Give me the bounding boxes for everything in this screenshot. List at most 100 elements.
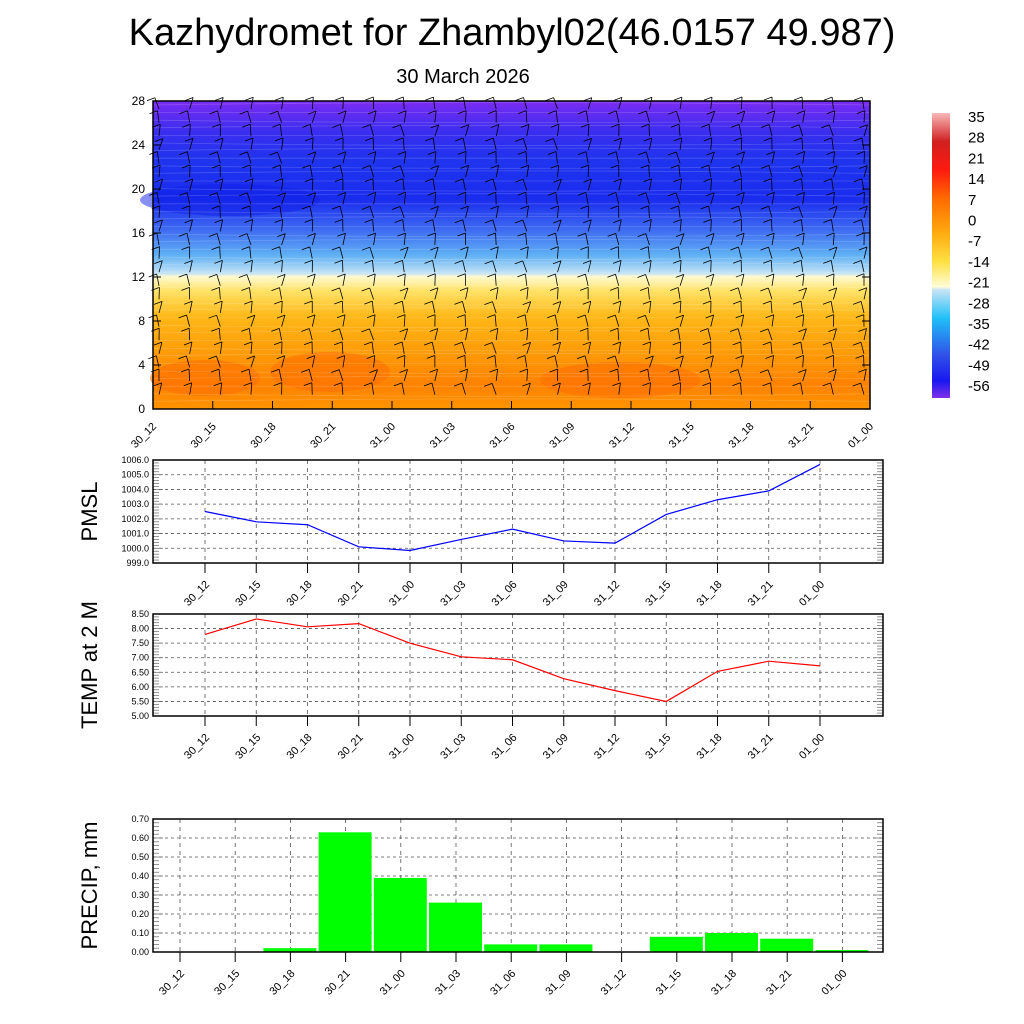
wind-barb-flag — [154, 260, 163, 265]
wind-barb-flag — [211, 327, 220, 332]
y-tick-label: 0.00 — [131, 947, 149, 957]
wind-barb-flag — [520, 205, 529, 210]
wind-barb — [830, 341, 834, 354]
wind-barb — [614, 315, 620, 327]
wind-barb-flag — [273, 341, 283, 346]
wind-barb-flag — [795, 355, 804, 359]
wind-barb — [798, 247, 804, 259]
wind-barb-flag — [240, 368, 250, 373]
wind-barb-flag — [858, 328, 867, 332]
wind-barb — [587, 382, 591, 395]
x-tick-label: 31_15 — [643, 579, 673, 609]
wind-barb-flag — [552, 260, 562, 265]
wind-barb-flag — [856, 151, 865, 155]
y-tick-label: 28 — [132, 94, 146, 108]
wind-barb-flag — [669, 368, 678, 373]
wind-barb — [557, 301, 562, 314]
wind-barb-flag — [517, 191, 526, 196]
wind-barb — [863, 246, 868, 259]
wind-barb — [465, 206, 469, 218]
wind-barb — [741, 273, 745, 286]
precip-bar — [705, 933, 758, 952]
wind-barb-flag — [485, 137, 494, 142]
wind-barb-flag — [335, 96, 344, 101]
wind-barb — [219, 219, 223, 232]
wind-barb — [279, 165, 283, 178]
warm-region — [150, 360, 260, 396]
x-tick-label: 01_00 — [846, 421, 876, 451]
wind-barb-flag — [184, 178, 193, 183]
wind-barb-flag — [460, 205, 469, 210]
wind-barb-flag — [427, 232, 436, 237]
wind-barb — [585, 192, 589, 205]
x-tick-label: 01_00 — [797, 732, 827, 762]
wind-barb-flag — [675, 314, 684, 319]
wind-barb-flag — [361, 246, 370, 251]
wind-barb-flag — [303, 341, 313, 346]
wind-barb — [526, 328, 529, 341]
wind-barb — [740, 382, 742, 395]
wind-barb-flag — [154, 178, 163, 183]
wind-barb-flag — [301, 287, 310, 292]
wind-barb — [861, 97, 865, 110]
wind-barb-flag — [702, 382, 711, 386]
wind-barb — [798, 165, 804, 178]
wind-barb-flag — [301, 205, 311, 210]
wind-barb-flag — [426, 355, 436, 359]
wind-barb — [158, 382, 163, 395]
wind-barb — [156, 151, 160, 164]
wind-barb-flag — [706, 192, 715, 197]
wind-barb-flag — [858, 287, 867, 292]
wind-barb — [281, 178, 284, 191]
wind-barb — [615, 192, 620, 205]
wind-barb-flag — [243, 382, 252, 387]
wind-barb-flag — [487, 273, 496, 278]
wind-barb-flag — [301, 246, 310, 251]
wind-barb — [522, 179, 528, 191]
contour-line — [152, 165, 871, 169]
wind-barb — [189, 219, 193, 232]
wind-barb — [311, 178, 314, 191]
x-tick-label: 31_09 — [541, 579, 571, 609]
wind-barb-flag — [454, 260, 463, 264]
wind-barb — [649, 382, 651, 395]
wind-barb — [587, 178, 592, 191]
x-tick-label: 31_15 — [654, 968, 684, 998]
wind-barb — [771, 355, 774, 368]
wind-barb-flag — [668, 151, 677, 156]
wind-barb — [342, 355, 346, 368]
wind-barb — [647, 287, 650, 300]
wind-barb — [495, 328, 499, 341]
wind-barb-flag — [362, 124, 371, 128]
wind-barb — [342, 110, 347, 123]
wind-barb — [584, 314, 589, 327]
x-tick-label: 30_12 — [182, 732, 212, 762]
wind-barb-flag — [459, 368, 468, 373]
wind-barb-flag — [667, 192, 677, 197]
wind-barb-flag — [826, 191, 835, 196]
wind-barb — [434, 232, 436, 246]
wind-barb — [618, 138, 623, 150]
wind-barb-flag — [301, 369, 310, 373]
wind-barb — [462, 219, 466, 232]
wind-barb — [828, 124, 834, 137]
wind-barb-flag — [766, 192, 775, 196]
colorbar-label: 28 — [968, 130, 985, 147]
wind-barb — [615, 110, 620, 123]
wind-barb-flag — [393, 382, 403, 387]
wind-barb-flag — [790, 165, 800, 169]
wind-barb-flag — [798, 328, 807, 333]
wind-barb — [465, 328, 469, 341]
wind-barb — [618, 301, 622, 314]
wind-barb — [802, 287, 807, 300]
wind-barb-flag — [153, 341, 163, 346]
wind-barb — [554, 314, 558, 327]
plot-frame — [152, 613, 884, 717]
wind-barb-flag — [514, 178, 524, 183]
wind-barb-flag — [274, 178, 284, 183]
wind-barb-flag — [733, 259, 742, 264]
x-tick-label: 31_03 — [438, 732, 468, 762]
y-tick-label: 0.10 — [131, 928, 149, 938]
wind-barb-flag — [307, 151, 316, 156]
wind-barb-flag — [577, 151, 587, 155]
